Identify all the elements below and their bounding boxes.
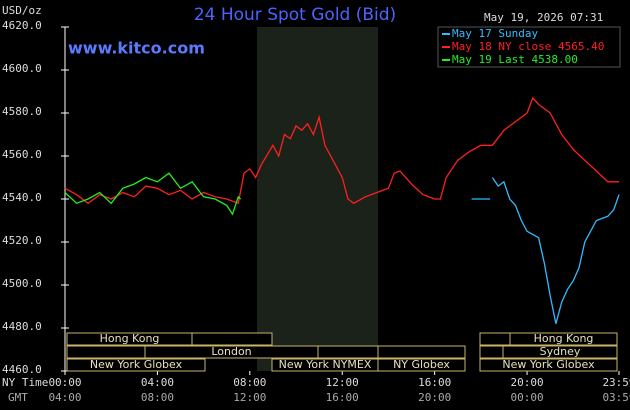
y-tick-label: 4560.0 — [2, 148, 42, 161]
site-url: www.kitco.com — [68, 39, 205, 58]
session-box — [66, 332, 193, 346]
legend-label: May 18 NY close 4565.40 — [452, 40, 604, 53]
x-tick-label: 23:59 — [602, 376, 630, 389]
legend-box — [437, 26, 621, 68]
session-label: New York NYMEX — [279, 358, 372, 371]
session-box — [317, 345, 379, 359]
x-tick-label: 20:00 — [510, 376, 543, 389]
y-tick-label: 4520.0 — [2, 234, 42, 247]
legend-label: May 19 Last 4538.00 — [452, 53, 578, 66]
session-label: NY Globex — [393, 358, 450, 371]
session-label: Hong Kong — [100, 332, 160, 345]
y-unit: USD/oz — [2, 4, 42, 17]
gmt-tick-label: 12:00 — [233, 391, 266, 404]
session-label: London — [211, 345, 251, 358]
session-shade — [257, 27, 378, 371]
gmt-tick-label: 08:00 — [141, 391, 174, 404]
session-box — [191, 332, 273, 346]
y-tick-label: 4600.0 — [2, 62, 42, 75]
y-tick-label: 4580.0 — [2, 105, 42, 118]
x-tick-label: 00:00 — [48, 376, 81, 389]
price-line — [64, 96, 619, 205]
session-box — [479, 358, 618, 372]
price-line — [471, 177, 620, 324]
session-box — [66, 345, 146, 359]
x-tick-label: 16:00 — [418, 376, 451, 389]
session-box — [479, 345, 504, 359]
gmt-tick-label: 16:00 — [326, 391, 359, 404]
session-box — [509, 332, 618, 346]
y-tick-label: 4540.0 — [2, 191, 42, 204]
session-box — [66, 358, 206, 372]
y-tick-label: 4500.0 — [2, 277, 42, 290]
gmt-tick-label: 03:59 — [602, 391, 630, 404]
ny-time-label: NY Time — [2, 376, 48, 389]
session-label: New York Globex — [502, 358, 595, 371]
session-box — [377, 345, 466, 359]
session-label: Sydney — [540, 345, 581, 358]
session-box — [502, 345, 618, 359]
session-box — [377, 358, 466, 372]
x-tick-label: 08:00 — [233, 376, 266, 389]
y-tick-label: 4460.0 — [2, 363, 42, 376]
gmt-tick-label: 20:00 — [418, 391, 451, 404]
x-tick-label: 12:00 — [326, 376, 359, 389]
legend-label: May 17 Sunday — [452, 27, 538, 40]
session-label: New York Globex — [90, 358, 183, 371]
gmt-tick-label: 00:00 — [510, 391, 543, 404]
gmt-label: GMT — [8, 391, 28, 404]
session-label: Hong Kong — [534, 332, 594, 345]
y-tick-label: 4480.0 — [2, 320, 42, 333]
gmt-tick-label: 04:00 — [48, 391, 81, 404]
session-box — [144, 345, 319, 359]
session-box — [479, 332, 511, 346]
x-tick-label: 04:00 — [141, 376, 174, 389]
timestamp: May 19, 2026 07:31 — [484, 11, 603, 24]
y-tick-label: 4620.0 — [2, 19, 42, 32]
chart-title: 24 Hour Spot Gold (Bid) — [194, 5, 396, 25]
price-line — [64, 172, 242, 216]
